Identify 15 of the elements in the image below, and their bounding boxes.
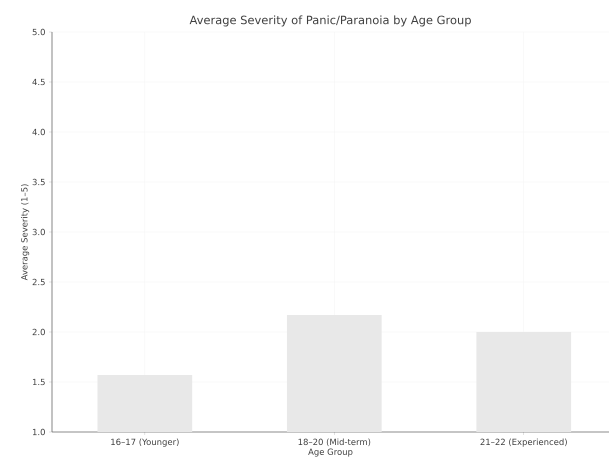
chart-title: Average Severity of Panic/Paranoia by Age Group: [190, 15, 471, 26]
y-tick-label: 4.5: [32, 78, 45, 86]
y-axis-title: Average Severity (1–5): [20, 184, 30, 280]
y-tick-label: 2.5: [32, 278, 45, 286]
x-tick-label: 16–17 (Younger): [111, 438, 179, 447]
y-tick-label: 3.0: [32, 228, 45, 236]
x-axis-title: Age Group: [308, 448, 352, 457]
y-tick-label: 1.5: [32, 378, 45, 386]
y-tick-label: 4.0: [32, 128, 45, 136]
y-tick-label: 2.0: [32, 328, 45, 336]
x-tick-label: 21–22 (Experienced): [480, 438, 567, 447]
y-tick-label: 5.0: [32, 28, 45, 36]
y-tick-label: 3.5: [32, 178, 45, 186]
x-tick-label: 18–20 (Mid-term): [298, 438, 370, 446]
y-tick-label: 1.0: [32, 428, 45, 436]
